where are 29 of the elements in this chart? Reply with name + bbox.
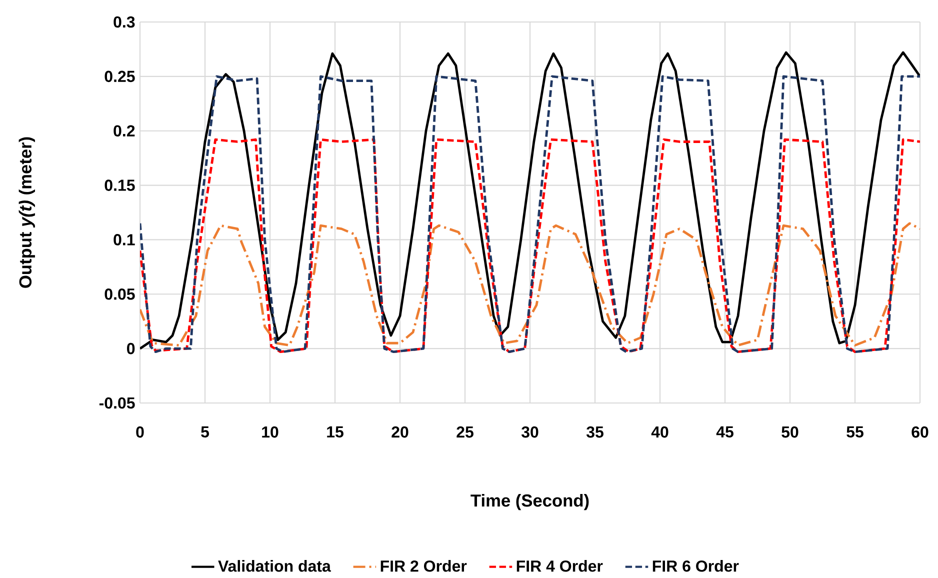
y-tick-label: 0.15 xyxy=(104,180,135,191)
y-tick-label: 0.3 xyxy=(114,16,135,28)
x-tick-label: 25 xyxy=(456,426,474,438)
x-tick-label: 20 xyxy=(392,426,408,438)
x-tick-label: 15 xyxy=(327,426,344,438)
x-tick-label: 45 xyxy=(716,426,734,438)
x-tick-label: 30 xyxy=(521,426,538,438)
legend-label: FIR 4 Order xyxy=(516,560,603,572)
x-tick-label: 60 xyxy=(912,426,928,438)
y-axis-title: Output y(t) (meter) xyxy=(18,137,35,288)
x-tick-label: 10 xyxy=(262,426,278,438)
x-axis-title: Time (Second) xyxy=(470,494,589,510)
legend-label: FIR 6 Order xyxy=(652,560,739,572)
x-tick-label: 40 xyxy=(651,426,668,438)
y-tick-label: 0.1 xyxy=(114,234,135,246)
y-tick-label: -0.05 xyxy=(99,397,135,409)
legend-label: FIR 2 Order xyxy=(380,560,467,572)
y-tick-label: 0.2 xyxy=(114,125,135,137)
y-tick-label: 0.05 xyxy=(104,288,135,300)
x-tick-label: 5 xyxy=(201,426,209,438)
x-tick-label: 50 xyxy=(782,426,798,438)
line-series xyxy=(140,222,920,347)
y-tick-label: 0.25 xyxy=(104,70,135,82)
line-series xyxy=(140,138,920,354)
x-tick-label: 55 xyxy=(846,426,864,438)
x-tick-label: 35 xyxy=(586,426,604,438)
x-tick-label: 0 xyxy=(136,426,144,438)
y-tick-label: 0 xyxy=(127,342,135,354)
legend-label: Validation data xyxy=(218,560,331,572)
